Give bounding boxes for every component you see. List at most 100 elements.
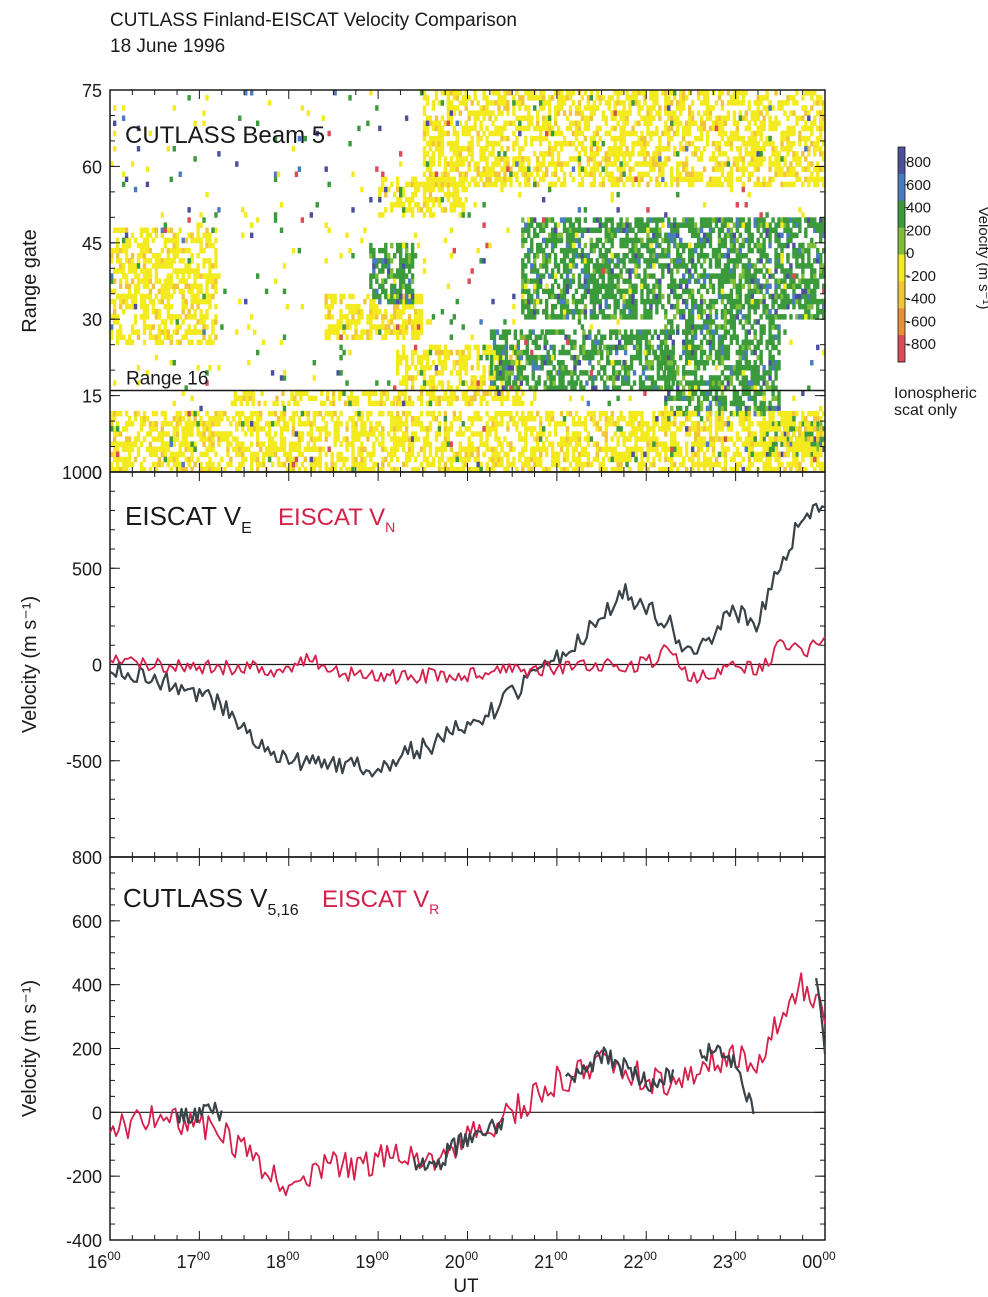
heatmap-cell	[169, 293, 173, 300]
heatmap-cell	[708, 232, 713, 239]
heatmap-cell	[534, 354, 538, 361]
heatmap-cell	[525, 375, 529, 381]
heatmap-cell	[568, 247, 573, 254]
heatmap-cell	[687, 130, 692, 137]
heatmap-cell	[798, 278, 802, 284]
heatmap-cell	[482, 375, 486, 381]
heatmap-cell	[726, 380, 731, 386]
heatmap-cell	[151, 263, 156, 269]
heatmap-cell	[807, 252, 811, 259]
heatmap-cell	[604, 227, 608, 234]
heatmap-cell	[594, 344, 598, 351]
heatmap-cell	[461, 100, 465, 106]
heatmap-cell	[115, 258, 120, 264]
heatmap-cell	[617, 370, 622, 376]
heatmap-cell	[428, 140, 433, 147]
heatmap-cell	[330, 314, 334, 320]
heatmap-cell	[524, 156, 528, 162]
heatmap-cell	[750, 237, 754, 244]
heatmap-cell	[628, 222, 632, 228]
heatmap-cell	[473, 166, 477, 172]
heatmap-cell	[670, 90, 674, 96]
heatmap-cell	[638, 375, 643, 381]
heatmap-cell	[735, 309, 740, 315]
heatmap-cell	[525, 334, 529, 340]
heatmap-cell	[181, 441, 185, 447]
heatmap-cell	[515, 100, 519, 106]
heatmap-cell	[714, 252, 719, 259]
heatmap-cell	[744, 151, 748, 157]
heatmap-cell	[491, 130, 495, 137]
heatmap-cell	[720, 283, 725, 290]
heatmap-cell	[488, 151, 492, 157]
heatmap-cell	[151, 426, 156, 432]
heatmap-cell	[574, 110, 579, 116]
heatmap-cell	[601, 176, 605, 183]
heatmap-cell	[747, 232, 751, 239]
heatmap-cell	[498, 375, 503, 381]
heatmap-cell	[473, 90, 477, 96]
heatmap-cell	[546, 370, 550, 376]
heatmap-cell	[679, 100, 683, 106]
heatmap-cell	[682, 166, 686, 172]
heatmap-cell	[431, 105, 436, 111]
heatmap-cell	[148, 324, 153, 330]
heatmap-cell	[485, 110, 489, 116]
heatmap-cell	[401, 298, 406, 305]
heatmap-cell	[655, 100, 659, 106]
heatmap-cell	[822, 217, 826, 223]
heatmap-cell	[531, 385, 535, 391]
heatmap-cell	[384, 176, 388, 183]
heatmap-cell	[260, 390, 264, 396]
heatmap-cell	[489, 365, 494, 371]
heatmap-cell	[571, 156, 576, 162]
heatmap-cell	[714, 375, 719, 381]
heatmap-cell	[676, 298, 680, 305]
heatmap-cell	[407, 278, 412, 284]
heatmap-cell	[467, 130, 471, 137]
heatmap-cell	[711, 217, 716, 223]
heatmap-cell	[696, 400, 701, 407]
heatmap-cell	[661, 161, 665, 167]
heatmap-cell	[455, 95, 459, 101]
heatmap-cell	[452, 390, 456, 396]
heatmap-cell	[512, 130, 516, 137]
heatmap-cell	[527, 115, 531, 121]
heatmap-cell	[696, 380, 701, 386]
heatmap-cell	[410, 263, 415, 269]
heatmap-cell	[570, 344, 574, 351]
heatmap-cell	[601, 181, 605, 188]
heatmap-cell	[527, 95, 531, 101]
heatmap-cell	[571, 278, 576, 284]
heatmap-cell	[110, 314, 114, 320]
heatmap-cell	[507, 329, 512, 335]
heatmap-cell	[795, 283, 799, 290]
heatmap-cell	[577, 217, 582, 223]
heatmap-cell	[679, 314, 683, 320]
heatmap-cell	[416, 186, 421, 193]
heatmap-cell	[205, 309, 209, 315]
heatmap-cell	[547, 130, 552, 137]
heatmap-cell	[819, 268, 823, 274]
heatmap-cell	[732, 237, 737, 244]
heatmap-cell	[594, 385, 598, 391]
heatmap-cell	[157, 446, 162, 453]
heatmap-cell	[349, 395, 354, 402]
heatmap-cell	[501, 349, 506, 356]
heatmap-cell	[711, 252, 716, 259]
heatmap-cell	[404, 365, 409, 371]
heatmap-cell	[513, 334, 518, 340]
heatmap-cell	[157, 298, 162, 305]
heatmap-cell	[726, 227, 731, 234]
heatmap-cell	[693, 370, 698, 376]
heatmap-cell	[461, 354, 465, 361]
heatmap-cell	[398, 298, 403, 305]
heatmap-cell	[577, 181, 582, 188]
heatmap-cell	[616, 303, 620, 310]
heatmap-cell	[786, 303, 790, 310]
heatmap-cell	[603, 365, 607, 371]
heatmap-cell	[464, 120, 468, 127]
heatmap-cell	[521, 171, 525, 177]
heatmap-cell	[443, 349, 448, 356]
heatmap-cell	[452, 130, 456, 137]
